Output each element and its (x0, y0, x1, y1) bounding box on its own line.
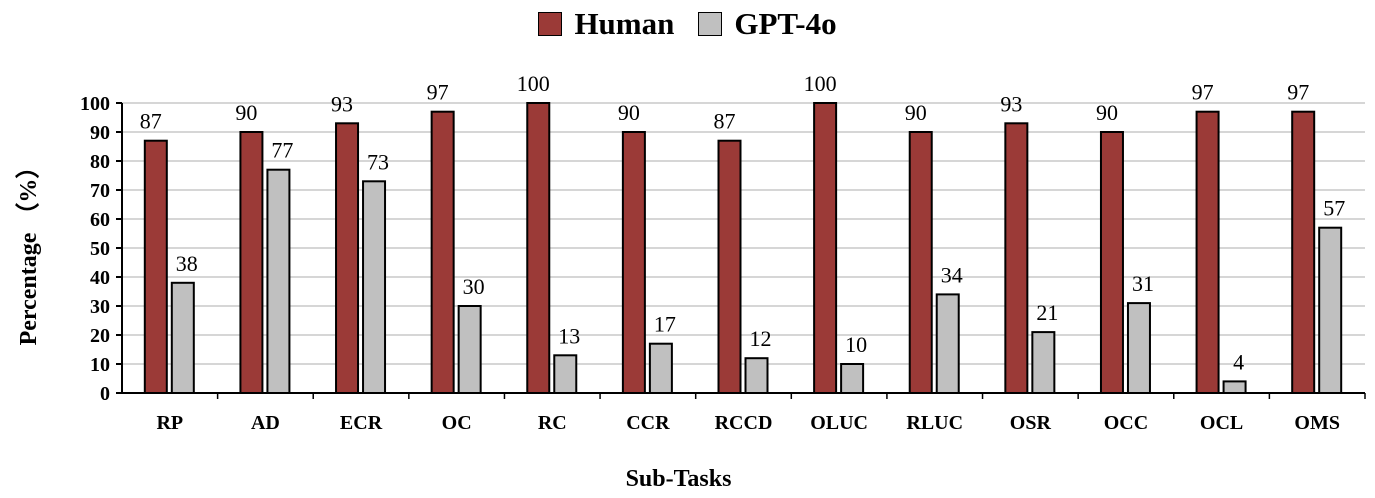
data-label: 97 (1192, 80, 1214, 105)
bar-gpt4o-ecr (362, 180, 387, 394)
x-tick-label: OCL (1200, 412, 1243, 434)
x-tick-label: OLUC (810, 412, 868, 434)
bar-human-occ (1099, 131, 1124, 394)
bar-gpt4o-rp (170, 281, 195, 394)
legend-swatch-human (538, 12, 563, 36)
bar-gpt4o-osr (1031, 331, 1056, 395)
bar-gpt4o-oc (457, 305, 482, 394)
data-label: 38 (176, 251, 198, 276)
x-tick-label: OMS (1294, 412, 1340, 434)
y-tick-label: 0 (100, 383, 110, 405)
x-tick-label: RLUC (906, 412, 963, 434)
data-label: 17 (654, 312, 676, 337)
bar-gpt4o-ad (266, 168, 291, 394)
x-tick-label: RC (538, 412, 567, 434)
data-label: 12 (750, 326, 772, 351)
bar-gpt4o-occ (1126, 302, 1151, 395)
legend-swatch-gpt4o (698, 12, 723, 36)
bar-human-ecr (335, 122, 360, 395)
bar-gpt4o-oluc (840, 363, 865, 394)
bar-human-ccr (621, 131, 646, 394)
data-label: 10 (845, 332, 867, 357)
y-axis-label: Percentage （%） (15, 155, 42, 346)
y-tick-label: 90 (90, 122, 110, 144)
y-tick-label: 60 (90, 209, 110, 231)
data-label: 90 (618, 100, 640, 125)
bar-gpt4o-ccr (648, 342, 673, 395)
bar-human-rluc (908, 131, 933, 394)
bar-human-oc (430, 110, 455, 394)
data-label: 30 (463, 274, 485, 299)
legend-item-human: Human (538, 6, 674, 42)
data-label: 93 (331, 91, 353, 116)
data-label: 90 (1096, 100, 1118, 125)
bar-gpt4o-rluc (935, 293, 960, 394)
bar-human-oms (1291, 110, 1316, 394)
y-tick-label: 50 (90, 238, 110, 260)
legend: Human GPT-4o (0, 6, 1375, 42)
data-label: 57 (1323, 196, 1345, 221)
bar-human-oluc (813, 102, 838, 394)
y-tick-label: 80 (90, 151, 110, 173)
x-tick-label: RP (156, 412, 183, 434)
legend-label-gpt4o: GPT-4o (734, 6, 837, 41)
bar-human-osr (1004, 122, 1029, 395)
data-label: 93 (1000, 91, 1022, 116)
x-axis-label: Sub-Tasks (626, 466, 732, 492)
y-tick-label: 100 (80, 93, 110, 115)
x-tick-label: RCCD (715, 412, 773, 434)
data-label: 87 (140, 109, 162, 134)
data-label: 90 (235, 100, 257, 125)
data-label: 100 (517, 71, 550, 96)
y-tick-label: 20 (90, 325, 110, 347)
data-label: 4 (1233, 349, 1244, 374)
x-tick-label: OSR (1010, 412, 1052, 434)
bar-human-rccd (717, 139, 742, 394)
data-label: 97 (1287, 80, 1309, 105)
x-tick-label: OCC (1104, 412, 1148, 434)
bar-gpt4o-oms (1318, 226, 1343, 394)
bar-gpt4o-ocl (1222, 380, 1247, 394)
x-tick-label: AD (251, 412, 280, 434)
bar-gpt4o-rc (553, 354, 578, 394)
bar-gpt4o-rccd (744, 357, 769, 395)
legend-label-human: Human (574, 6, 675, 41)
y-tick-label: 30 (90, 296, 110, 318)
data-label: 90 (905, 100, 927, 125)
data-label: 97 (427, 80, 449, 105)
y-tick-label: 70 (90, 180, 110, 202)
x-tick-label: CCR (626, 412, 670, 434)
data-label: 34 (941, 262, 963, 287)
legend-item-gpt4o: GPT-4o (698, 6, 837, 42)
data-label: 21 (1036, 300, 1058, 325)
data-label: 87 (714, 109, 736, 134)
bar-human-ocl (1195, 110, 1220, 394)
x-tick-label: ECR (340, 412, 383, 434)
bar-human-ad (239, 131, 264, 394)
data-label: 13 (558, 323, 580, 348)
y-tick-label: 10 (90, 354, 110, 376)
bar-human-rp (143, 139, 168, 394)
data-label: 77 (271, 138, 293, 163)
x-tick-label: OC (442, 412, 472, 434)
data-label: 31 (1132, 271, 1154, 296)
data-label: 73 (367, 149, 389, 174)
bar-human-rc (526, 102, 551, 394)
y-tick-label: 40 (90, 267, 110, 289)
data-label: 100 (804, 71, 837, 96)
